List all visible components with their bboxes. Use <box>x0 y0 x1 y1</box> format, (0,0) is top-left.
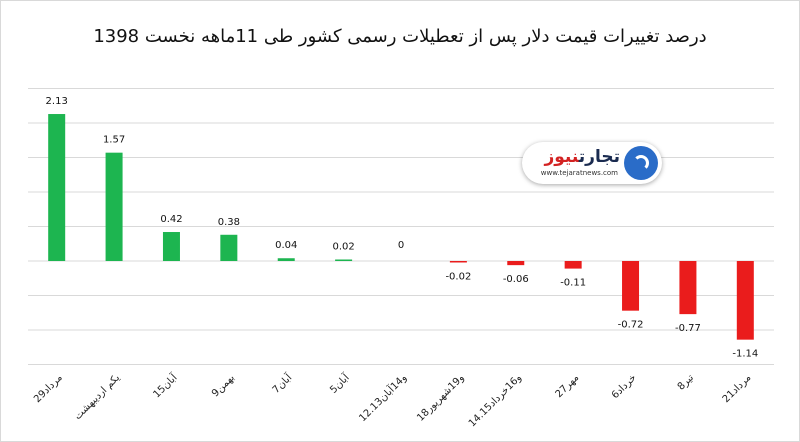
value-label: 0.04 <box>275 240 297 251</box>
value-label: -0.72 <box>618 320 644 331</box>
bar <box>507 261 525 266</box>
logo-emblem-icon <box>624 146 658 180</box>
category-labels: 29مرداد یکم اردیبهشت 15آبان 9بهمن 7آبان 5آبان… <box>32 370 753 429</box>
value-label: -1.14 <box>732 349 758 360</box>
category-label: 21مرداد <box>721 372 754 405</box>
value-labels: 2.13 1.57 0.42 0.38 0.04 0.02 0 -0.02 -0.06 -0.11… <box>46 96 759 360</box>
value-label: -0.02 <box>445 271 471 282</box>
bar <box>277 258 295 261</box>
logo-url: www.tejaratnews.com <box>540 169 618 177</box>
category-label: 5آبان <box>327 370 353 396</box>
logo-brand: تجارتنیوز <box>544 147 620 167</box>
bar <box>48 114 66 261</box>
value-label: 0 <box>398 240 404 251</box>
value-label: 0.02 <box>332 242 354 253</box>
tejaratnews-logo: تجارتنیوز www.tejaratnews.com <box>522 142 662 184</box>
bar <box>736 261 754 340</box>
category-label: 14.15و16خرداد <box>467 372 524 429</box>
bar <box>622 261 640 311</box>
value-label: -0.11 <box>560 278 586 289</box>
bars <box>48 114 754 340</box>
category-label: 18و19شهریور <box>415 372 466 423</box>
value-label: 2.13 <box>46 96 68 107</box>
category-label: 7آبان <box>269 370 295 396</box>
bar <box>335 259 353 261</box>
value-label: -0.77 <box>675 323 701 334</box>
bar <box>162 232 180 261</box>
bar <box>105 152 123 261</box>
category-label: 29مرداد <box>32 372 65 405</box>
category-label: یکم اردیبهشت <box>72 372 122 422</box>
category-label: 12.13و14آبان <box>356 371 409 424</box>
chart-title: درصد تغییرات قیمت دلار پس از تعطیلات رسم… <box>93 26 707 47</box>
value-label: 1.57 <box>103 135 125 146</box>
value-label: 0.42 <box>160 214 182 225</box>
value-label: -0.06 <box>503 274 529 285</box>
category-label: 15آبان <box>150 370 180 400</box>
bar <box>564 261 582 269</box>
category-label: 27مهر <box>554 372 582 400</box>
gridlines <box>28 88 774 365</box>
category-label: 9بهمن <box>210 372 237 399</box>
value-label: 0.38 <box>218 217 240 228</box>
bar <box>679 261 697 315</box>
bar <box>220 234 238 261</box>
bar <box>449 261 467 263</box>
category-label: 6خرداد <box>610 372 639 401</box>
category-label: 8تیر <box>676 372 696 392</box>
